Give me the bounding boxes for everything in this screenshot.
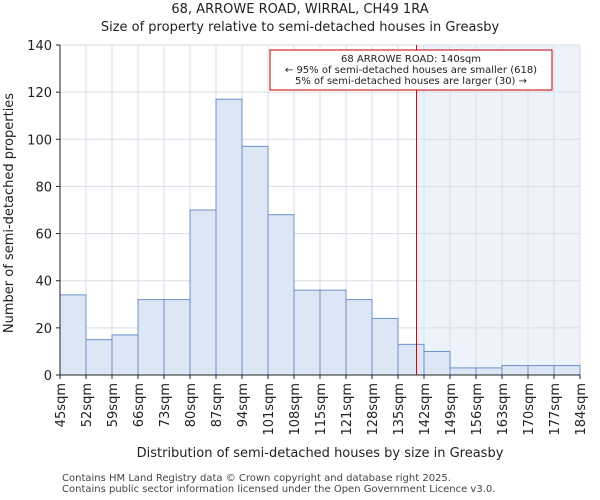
x-tick-label: 121sqm	[340, 383, 355, 436]
plot-area: 0 20 40 60 80 100 120 140 45sqm 52sqm 59sqm 66sqm 73…	[27, 39, 589, 436]
bar	[345, 299, 373, 376]
y-tick-label: 0	[44, 369, 52, 384]
bar	[475, 367, 503, 376]
x-tick-label: 52sqm	[80, 383, 95, 427]
x-tick-label: 101sqm	[262, 383, 277, 436]
bar	[527, 365, 555, 376]
annotation-box	[269, 49, 553, 91]
chart-title: 68, ARROWE ROAD, WIRRAL, CH49 1RA	[171, 2, 428, 17]
x-tick-label: 59sqm	[106, 383, 121, 427]
bar	[215, 98, 243, 376]
footer-licence: Contains public sector information licen…	[62, 484, 496, 495]
x-tick-label: 184sqm	[574, 383, 589, 436]
bar	[423, 350, 451, 376]
footer-copyright: Contains HM Land Registry data © Crown c…	[62, 473, 451, 484]
bar	[111, 334, 139, 376]
bar	[501, 365, 529, 376]
x-tick-label: 149sqm	[444, 383, 459, 436]
bar	[371, 317, 399, 376]
bar	[189, 209, 217, 376]
x-tick-label: 142sqm	[418, 383, 433, 436]
x-tick-label: 73sqm	[158, 383, 173, 427]
highlight-region	[416, 45, 580, 375]
bar	[85, 339, 113, 376]
x-tick-label: 108sqm	[288, 383, 303, 436]
x-tick-label: 156sqm	[470, 383, 485, 436]
bar	[293, 289, 321, 376]
y-tick-label: 60	[35, 228, 52, 243]
x-tick-label: 66sqm	[132, 383, 147, 427]
x-tick-label: 128sqm	[366, 383, 381, 436]
bar	[163, 299, 191, 376]
bar	[449, 367, 477, 376]
x-tick-label: 170sqm	[522, 383, 537, 436]
x-tick-label: 45sqm	[54, 383, 69, 427]
x-axis-title: Distribution of semi-detached houses by …	[137, 446, 504, 461]
x-tick-label: 87sqm	[210, 383, 225, 427]
x-tick-label: 135sqm	[392, 383, 407, 436]
chart-subtitle: Size of property relative to semi-detach…	[101, 20, 500, 35]
annotation-line-1: 68 ARROWE ROAD: 140sqm	[341, 54, 481, 65]
y-tick-label: 100	[27, 133, 52, 148]
x-tick-label: 115sqm	[314, 383, 329, 436]
bar	[137, 299, 165, 376]
y-tick-label: 20	[35, 322, 52, 337]
x-tick-label: 177sqm	[548, 383, 563, 436]
y-tick-label: 120	[27, 86, 52, 101]
y-tick-label: 140	[27, 39, 52, 54]
y-axis-title: Number of semi-detached properties	[2, 93, 17, 333]
bar	[553, 365, 581, 376]
x-tick-label: 163sqm	[496, 383, 511, 436]
bar	[267, 214, 295, 376]
y-tick-label: 40	[35, 275, 52, 290]
bar	[319, 289, 347, 376]
bar	[241, 145, 269, 376]
bar	[59, 294, 87, 376]
bar	[397, 343, 425, 376]
y-tick-label: 80	[35, 180, 52, 195]
x-tick-label: 80sqm	[184, 383, 199, 427]
annotation-line-2: ← 95% of semi-detached houses are smalle…	[285, 65, 537, 76]
annotation-line-3: 5% of semi-detached houses are larger (3…	[295, 76, 527, 87]
x-tick-label: 94sqm	[236, 383, 251, 427]
